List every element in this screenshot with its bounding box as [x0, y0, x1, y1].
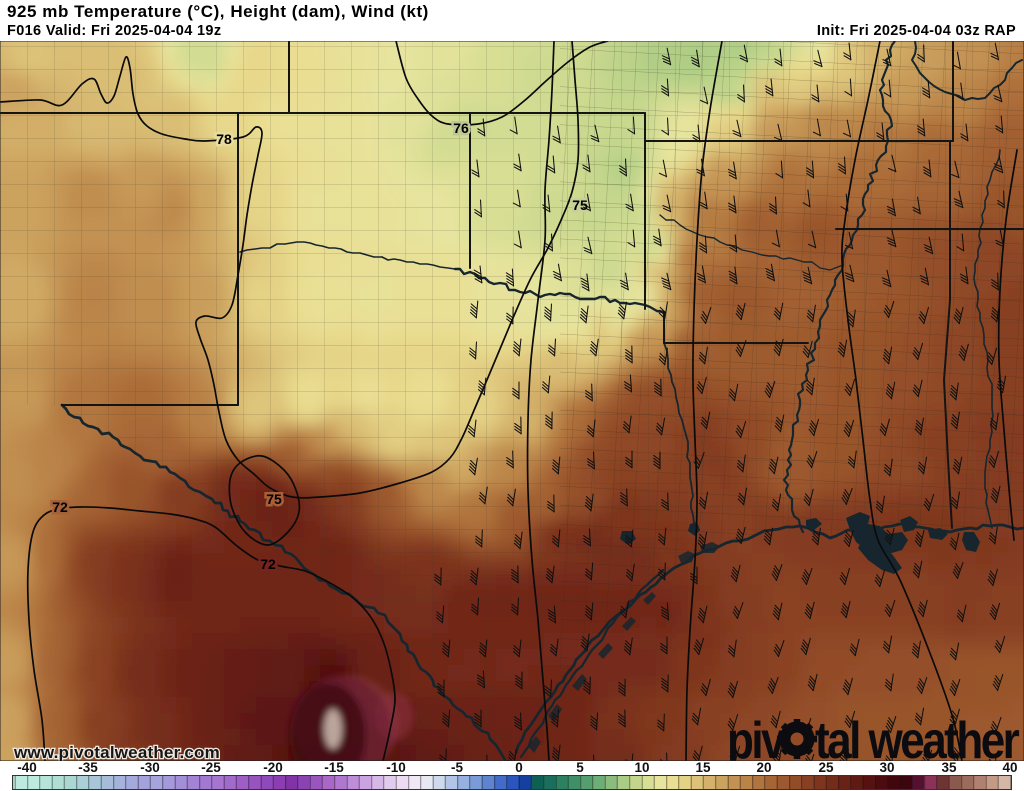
svg-text:tal weather: tal weather — [815, 712, 1019, 761]
svg-text:76: 76 — [453, 120, 469, 136]
svg-text:78: 78 — [216, 131, 232, 147]
svg-text:piv: piv — [727, 712, 786, 761]
svg-text:72: 72 — [260, 556, 276, 572]
svg-text:www.pivotalweather.com: www.pivotalweather.com — [13, 743, 220, 761]
svg-text:75: 75 — [572, 197, 588, 213]
svg-text:75: 75 — [266, 491, 282, 507]
svg-text:72: 72 — [52, 499, 68, 515]
